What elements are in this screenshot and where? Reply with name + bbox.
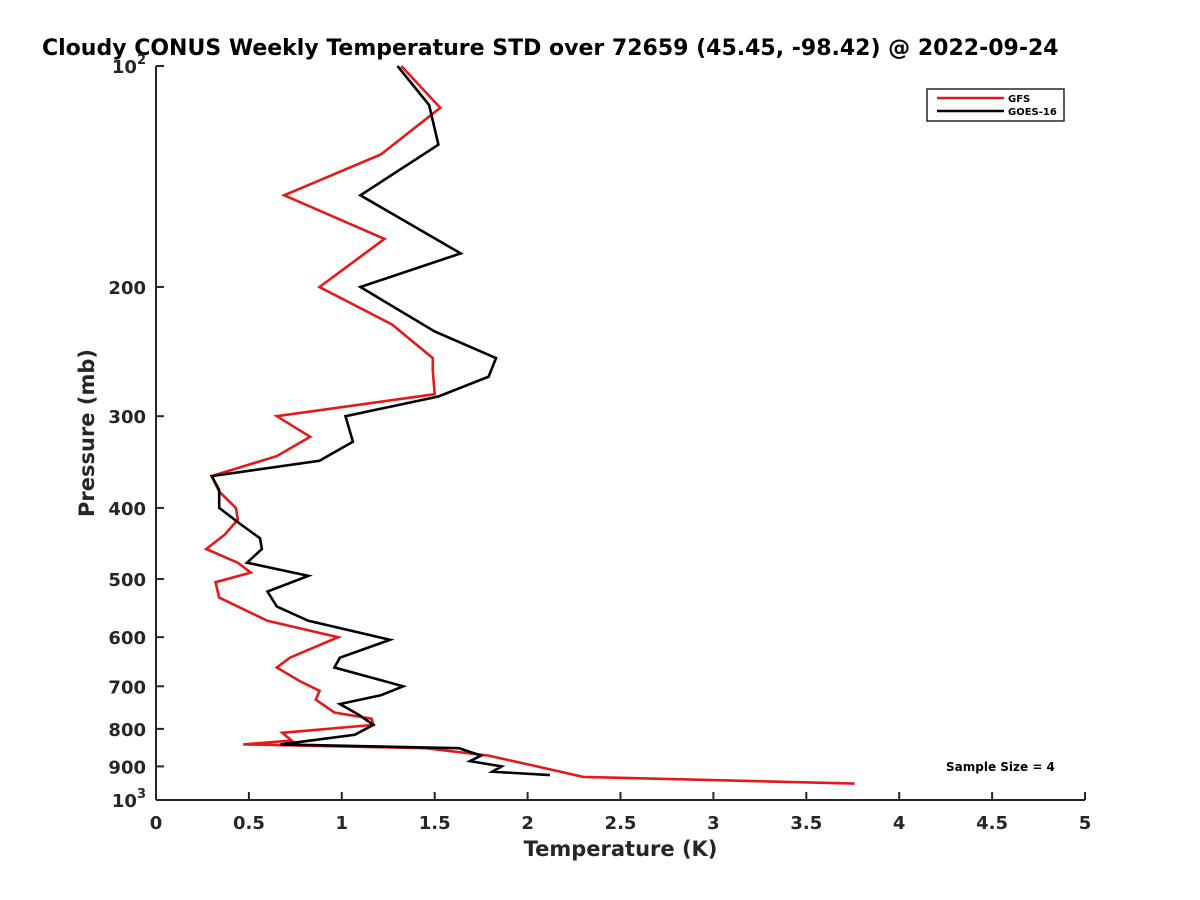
x-tick-label: 1	[336, 813, 349, 834]
legend-box	[926, 88, 1065, 122]
y-tick-label: 200	[108, 278, 146, 299]
y-tick-label: 102	[112, 53, 146, 78]
y-tick-label: 700	[108, 677, 146, 698]
x-tick-label: 2.5	[605, 813, 637, 834]
legend: GFS GOES-16	[926, 88, 1065, 122]
y-axis: 102 200 300 400 500 600 700 800 900 103	[108, 53, 164, 812]
x-tick-label: 1.5	[419, 813, 451, 834]
sample-size-annotation: Sample Size = 4	[946, 760, 1055, 774]
plot-area	[203, 65, 855, 785]
y-tick-label: 800	[108, 720, 146, 741]
legend-label: GOES-16	[1008, 107, 1057, 118]
y-tick-label: 600	[108, 628, 146, 649]
x-axis-label: Temperature (K)	[524, 837, 718, 861]
x-tick-label: 2	[521, 813, 534, 834]
series-line-gfs	[203, 65, 855, 785]
axes	[155, 66, 1085, 801]
legend-label: GFS	[1008, 94, 1030, 105]
x-tick-label: 4	[893, 813, 906, 834]
y-tick-label: 500	[108, 570, 146, 591]
series-line-goes-16	[209, 65, 550, 777]
x-tick-label: 5	[1079, 813, 1092, 834]
x-tick-label: 3.5	[790, 813, 822, 834]
chart-title: Cloudy CONUS Weekly Temperature STD over…	[42, 36, 1059, 61]
y-tick-label: 400	[108, 499, 146, 520]
x-axis: 0 0.5 1 1.5 2 2.5 3 3.5 4 4.5 5	[150, 792, 1092, 834]
y-tick-label: 103	[112, 787, 146, 812]
x-tick-label: 3	[707, 813, 720, 834]
x-tick-label: 0	[150, 813, 163, 834]
y-tick-label: 300	[108, 407, 146, 428]
x-tick-label: 0.5	[233, 813, 265, 834]
y-tick-label: 900	[108, 757, 146, 778]
x-tick-label: 4.5	[976, 813, 1008, 834]
y-axis-label: Pressure (mb)	[75, 349, 99, 517]
